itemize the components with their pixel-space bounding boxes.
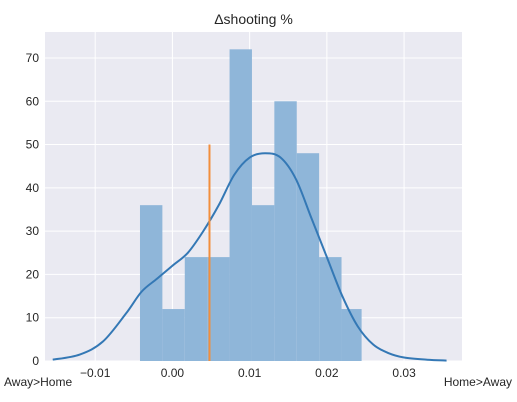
y-tick-labels: 0 10 20 30 40 50 60 70 <box>26 51 40 368</box>
histogram-bar <box>341 309 362 361</box>
x-tick-label: 0.02 <box>315 366 339 380</box>
y-tick-label: 30 <box>26 224 40 238</box>
histogram-bar <box>207 257 230 361</box>
histogram-bar <box>296 153 320 361</box>
y-tick-label: 70 <box>26 51 40 65</box>
y-tick-label: 60 <box>26 94 40 108</box>
kde-curve-group <box>52 152 447 362</box>
histogram-bar <box>229 49 252 361</box>
x-tick-labels: −0.01 0.00 0.01 0.02 0.03 <box>80 366 416 380</box>
home-away-label: Home>Away <box>444 375 512 389</box>
histogram-bar <box>251 205 275 361</box>
histogram-bar <box>184 257 208 361</box>
histogram-bar <box>319 257 342 361</box>
y-tick-label: 10 <box>26 311 40 325</box>
x-tick-label: −0.01 <box>80 366 111 380</box>
x-tick-label: 0.01 <box>238 366 262 380</box>
away-home-label: Away>Home <box>4 375 72 389</box>
histogram-bar <box>162 309 185 361</box>
kde-curve <box>52 152 447 362</box>
x-tick-label: 0.03 <box>392 366 416 380</box>
y-tick-label: 40 <box>26 181 40 195</box>
y-tick-label: 0 <box>32 354 39 368</box>
x-tick-label: 0.00 <box>161 366 185 380</box>
histogram-bars <box>139 49 362 362</box>
y-tick-label: 50 <box>26 138 40 152</box>
chart-title: Δshooting % <box>214 11 293 27</box>
histogram-bar <box>274 101 297 362</box>
y-tick-label: 20 <box>26 267 40 281</box>
